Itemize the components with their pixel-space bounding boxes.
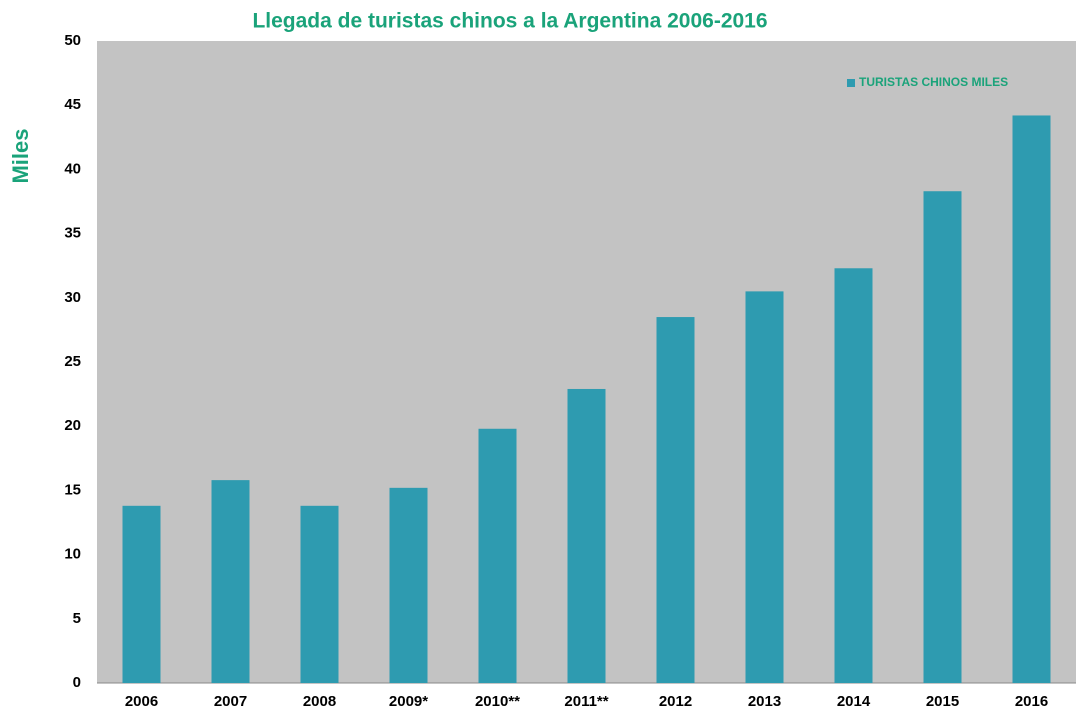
bar: [656, 317, 695, 683]
legend-swatch: [847, 79, 855, 87]
x-tick-label: 2006: [125, 693, 158, 710]
x-tick-label: 2013: [748, 693, 781, 710]
x-tick-label: 2011**: [564, 693, 608, 710]
bar: [745, 291, 784, 683]
y-tick-label: 45: [64, 96, 81, 113]
bar: [122, 505, 161, 683]
bar: [834, 268, 873, 683]
x-tick-label: 2016: [1015, 693, 1048, 710]
y-axis-label: Miles: [8, 128, 33, 183]
y-tick-label: 25: [64, 353, 81, 370]
x-tick-label: 2012: [659, 693, 692, 710]
x-tick-label: 2008: [303, 693, 336, 710]
bar: [389, 487, 428, 683]
y-tick-label: 20: [64, 417, 81, 434]
x-tick-label: 2007: [214, 693, 247, 710]
y-tick-label: 35: [64, 225, 81, 242]
y-tick-label: 15: [64, 481, 81, 498]
bar: [923, 191, 962, 683]
bar: [478, 428, 517, 683]
x-tick-label: 2015: [926, 693, 959, 710]
y-tick-label: 50: [64, 32, 81, 49]
chart-title: Llegada de turistas chinos a la Argentin…: [252, 10, 767, 33]
x-tick-label: 2009*: [389, 693, 428, 710]
y-tick-label: 5: [73, 610, 81, 627]
x-tick-label: 2014: [837, 693, 871, 710]
bar: [300, 505, 339, 683]
x-tick-label: 2010**: [475, 693, 520, 710]
y-tick-label: 10: [64, 546, 81, 563]
y-tick-label: 40: [64, 160, 81, 177]
y-tick-label: 30: [64, 289, 81, 306]
bar: [1012, 115, 1051, 684]
bar: [567, 388, 606, 683]
y-tick-label: 0: [73, 674, 81, 691]
legend-label: TURISTAS CHINOS MILES: [859, 75, 1008, 89]
bar: [211, 480, 250, 683]
